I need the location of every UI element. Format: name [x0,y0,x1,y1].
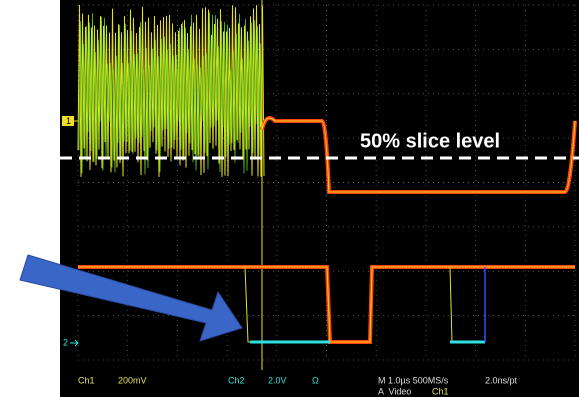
trigger-source: Ch1 [432,386,449,396]
annotation: 50% slice level [360,130,500,152]
ch1-marker-label: 1 [66,116,71,126]
ch2-label: Ch2 [228,375,245,385]
ch1-scale: 200mV [118,375,147,385]
ch2-marker-label: 2 [63,337,68,347]
ch2-coupling: Ω [312,375,319,385]
scope-screen: 1 2 50% slice level Ch1 200mV Ch2 2.0V Ω… [0,0,579,397]
resolution: 2.0ns/pt [485,375,518,385]
ch2-scale: 2.0V [268,375,287,385]
ch1-label: Ch1 [78,375,95,385]
trigger-mode: A Video [378,386,411,396]
timebase: M 1.0µs 500MS/s [378,375,449,385]
